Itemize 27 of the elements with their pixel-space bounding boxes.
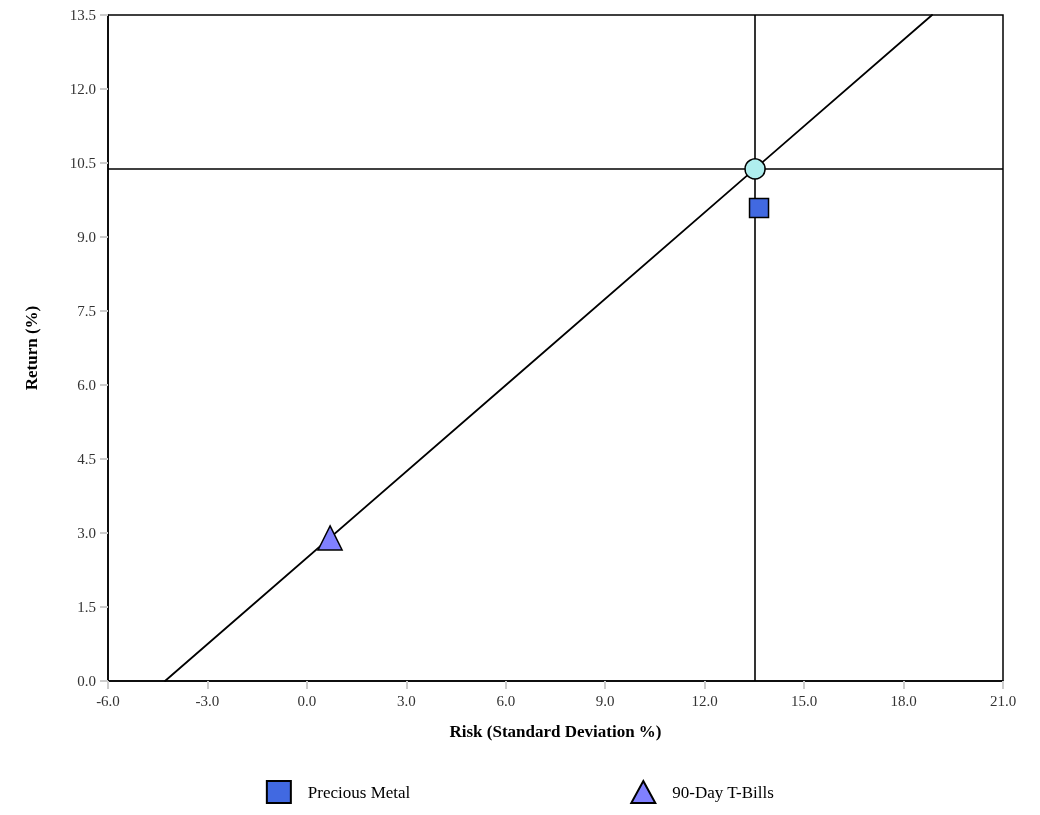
x-tick-label: 3.0	[396, 692, 416, 709]
x-tick-label: 0.0	[297, 692, 317, 709]
y-tick-label: 9.0	[77, 229, 96, 245]
x-tick-label: 21.0	[989, 692, 1017, 709]
y-tick-label: 7.5	[77, 303, 96, 319]
y-tick-label: 3.0	[77, 525, 96, 541]
x-tick-label: 6.0	[496, 692, 516, 709]
y-tick-label: 10.5	[69, 155, 96, 171]
y-tick-label: 0.0	[77, 673, 96, 689]
y-tick-label: 13.5	[69, 7, 96, 23]
y-axis-title: Return (%)	[22, 305, 41, 391]
x-tick-label: 15.0	[790, 692, 818, 709]
legend-label: Precious Metal	[307, 782, 411, 802]
x-tick-label: 9.0	[595, 692, 615, 709]
x-axis-title: Risk (Standard Deviation %)	[449, 722, 662, 741]
y-tick-label: 1.5	[77, 599, 96, 615]
legend-label: 90-Day T-Bills	[672, 782, 774, 802]
point	[317, 525, 343, 551]
y-tick-label: 12.0	[69, 81, 96, 97]
x-tick-label: -6.0	[96, 692, 120, 709]
y-tick-label: 6.0	[77, 377, 96, 393]
x-tick-label: -3.0	[195, 692, 220, 709]
point	[744, 158, 766, 180]
point	[748, 197, 770, 219]
x-tick-label: 18.0	[890, 692, 917, 709]
y-tick-label: 4.5	[77, 451, 96, 467]
x-tick-label: 12.0	[691, 692, 718, 709]
